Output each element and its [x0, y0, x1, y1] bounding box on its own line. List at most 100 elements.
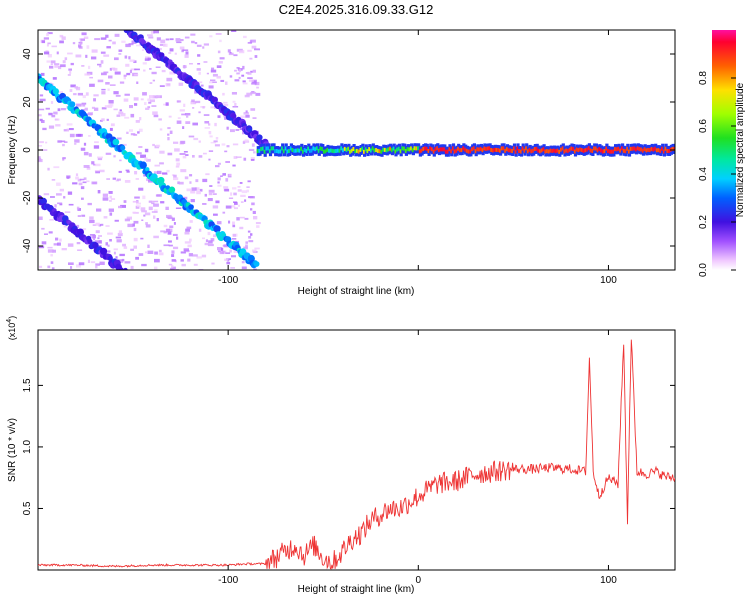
spectrogram-trace-cell — [146, 288, 151, 293]
spectrogram-trace-cell — [291, 148, 295, 152]
spectrogram-noise-cell — [243, 35, 247, 39]
spectrogram-trace-cell — [245, 372, 249, 376]
spectrogram-noise-cell — [95, 266, 98, 269]
spectrogram-trace-cell — [401, 146, 405, 151]
spectrogram-trace-cell — [333, 149, 337, 154]
spectrogram-noise-cell — [105, 225, 110, 227]
spectrogram-noise-cell — [209, 135, 213, 138]
spectrogram-noise-cell — [113, 155, 116, 158]
spectrogram-noise-cell — [58, 65, 62, 70]
spectrogram-noise-cell — [202, 178, 208, 183]
spectrogram-noise-cell — [144, 148, 149, 153]
spectrogram-noise-cell — [39, 141, 44, 144]
spectrogram-noise-cell — [38, 157, 42, 162]
spectrogram-trace-cell — [399, 149, 403, 154]
colorbar-label: Normalized spectral amplitude — [735, 82, 746, 217]
spectrogram-noise-cell — [215, 200, 220, 204]
spectrogram-noise-cell — [175, 207, 182, 209]
spectrogram-noise-cell — [61, 108, 66, 111]
spectrogram-trace-cell — [495, 147, 499, 152]
spectrogram-trace-cell — [168, 311, 175, 318]
spectrogram-noise-cell — [190, 101, 196, 105]
spectrogram-noise-cell — [123, 74, 127, 77]
spectrogram-trace-cell — [647, 147, 651, 152]
spectrogram-trace-cell — [130, 275, 137, 282]
spectrogram-noise-cell — [191, 99, 195, 103]
spectrogram-noise-cell — [224, 117, 229, 120]
spectrogram-noise-cell — [109, 127, 113, 131]
spectrogram-noise-cell — [101, 72, 107, 76]
spectrogram-trace-cell — [205, 338, 210, 343]
spectrogram-noise-cell — [85, 92, 89, 96]
spectrogram-trace-cell — [505, 147, 510, 152]
spectrogram-noise-cell — [84, 107, 88, 111]
spectrogram-trace-cell — [116, 22, 122, 28]
spectrogram-noise-cell — [161, 69, 166, 73]
spectrogram-trace-cell — [171, 309, 176, 314]
spectrogram-noise-cell — [62, 157, 65, 161]
spectrogram-noise-cell — [196, 44, 202, 47]
spectrogram-noise-cell — [84, 73, 91, 76]
spectrogram-trace-cell — [347, 146, 351, 151]
spectrogram-noise-cell — [233, 54, 238, 57]
spectrogram-noise-cell — [176, 41, 182, 44]
spectrogram-noise-cell — [198, 111, 201, 114]
spectrogram-trace-cell — [535, 146, 539, 151]
spectrogram-noise-cell — [250, 233, 253, 236]
spectrogram-noise-cell — [50, 196, 55, 198]
spectrogram-noise-cell — [227, 49, 231, 53]
spectrogram-noise-cell — [118, 170, 122, 173]
spectrogram-noise-cell — [176, 120, 182, 124]
spectrogram-trace-cell — [247, 127, 253, 133]
spectrogram-y-tick-label: -40 — [22, 238, 33, 253]
spectrogram-noise-cell — [149, 95, 155, 99]
spectrogram-trace-cell — [211, 96, 218, 104]
spectrogram-trace-cell — [343, 146, 347, 151]
spectrogram-trace-cell — [589, 148, 593, 153]
spectrogram-noise-cell — [226, 145, 230, 148]
spectrogram-noise-cell — [107, 244, 110, 247]
spectrogram-noise-cell — [86, 180, 90, 183]
spectrogram-noise-cell — [184, 241, 191, 244]
spectrogram-trace-cell — [258, 148, 262, 153]
spectrogram-trace-cell — [155, 300, 162, 307]
spectrogram-noise-cell — [213, 234, 217, 238]
spectrogram-noise-cell — [202, 237, 205, 240]
spectrogram-noise-cell — [218, 61, 223, 64]
spectrogram-noise-cell — [125, 63, 130, 67]
spectrogram-trace-cell — [492, 148, 496, 153]
spectrogram-noise-cell — [119, 159, 122, 162]
spectrogram-noise-cell — [125, 43, 131, 48]
spectrogram-trace-cell — [100, 247, 108, 255]
spectrogram-trace-cell — [471, 147, 475, 152]
spectrogram-noise-cell — [82, 181, 87, 184]
spectrogram-noise-cell — [43, 37, 49, 40]
spectrogram-noise-cell — [95, 263, 100, 266]
spectrogram-noise-cell — [148, 200, 153, 203]
spectrogram-noise-cell — [239, 226, 244, 230]
spectrogram-noise-cell — [103, 216, 108, 219]
spectrogram-trace-cell — [415, 146, 419, 151]
spectrogram-noise-cell — [156, 37, 161, 41]
spectrogram-noise-cell — [246, 92, 253, 96]
spectrogram-noise-cell — [155, 66, 161, 68]
spectrogram-trace-cell — [383, 147, 388, 152]
spectrogram-noise-cell — [124, 218, 130, 222]
snr-scale-close: ) — [7, 316, 17, 319]
spectrogram-trace-cell — [277, 149, 281, 154]
spectrogram-noise-cell — [185, 51, 189, 55]
spectrogram-noise-cell — [108, 208, 114, 212]
spectrogram-noise-cell — [50, 60, 56, 64]
spectrogram-trace-cell — [455, 148, 459, 153]
spectrogram-noise-cell — [87, 202, 92, 206]
spectrogram-trace-cell — [570, 146, 574, 151]
spectrogram-noise-cell — [231, 238, 237, 240]
spectrogram-trace-cell — [586, 147, 590, 152]
spectrogram-trace-cell — [601, 149, 605, 154]
spectrogram-noise-cell — [109, 84, 116, 86]
spectrogram-noise-cell — [115, 236, 122, 239]
spectrogram-noise-cell — [83, 177, 87, 180]
spectrogram-noise-cell — [143, 214, 146, 217]
spectrogram-noise-cell — [165, 38, 170, 41]
spectrogram-trace-cell — [112, 13, 119, 20]
